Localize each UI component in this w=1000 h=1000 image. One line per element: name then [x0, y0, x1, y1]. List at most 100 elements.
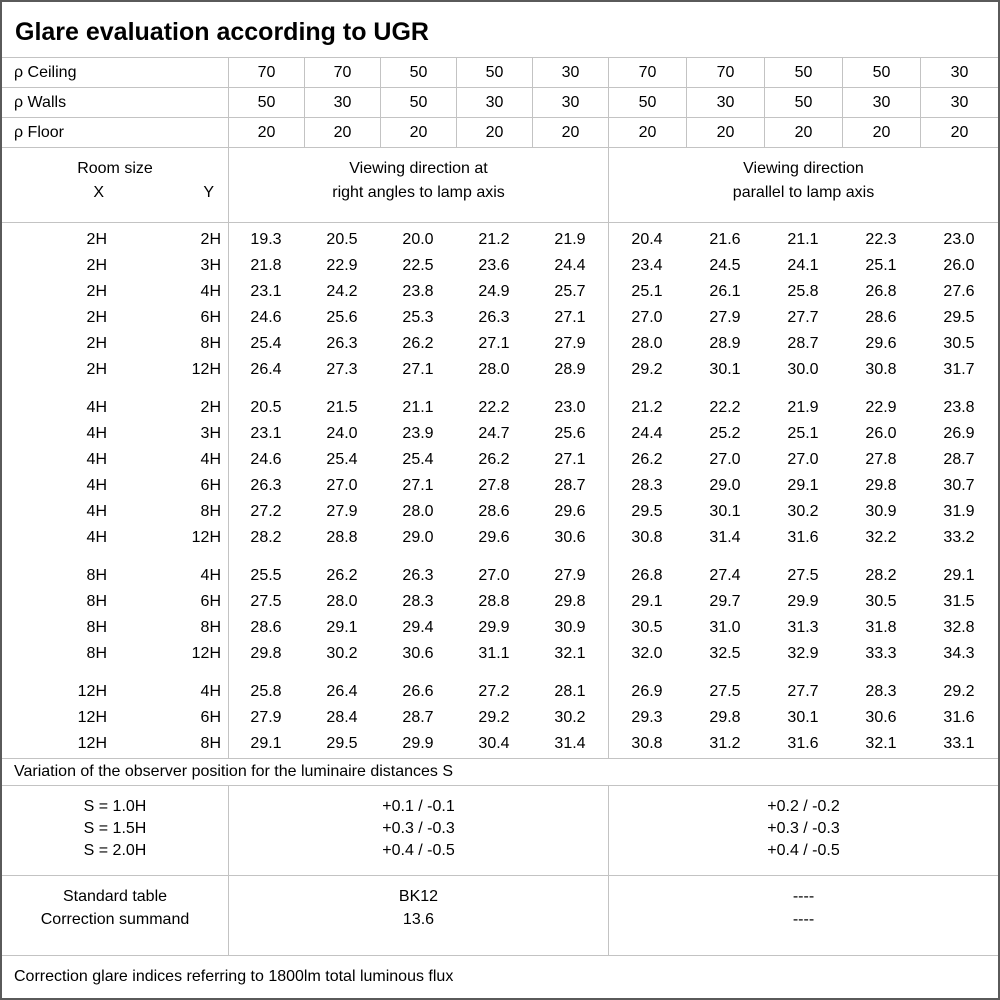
- reflectance-value: 50: [764, 88, 842, 117]
- ugr-value: 25.4: [402, 451, 434, 468]
- summary-label: Standard table: [62, 888, 168, 905]
- ugr-value: 27.0: [709, 451, 741, 468]
- ugr-value: 24.4: [631, 425, 663, 442]
- room-size-x: 4H: [86, 451, 107, 468]
- ugr-value: 23.1: [250, 283, 282, 300]
- ugr-value: 22.5: [402, 257, 434, 274]
- ugr-value: 25.3: [402, 309, 434, 326]
- ugr-value: 23.0: [554, 399, 586, 416]
- summary-parallel-values: ---- ----: [608, 876, 998, 955]
- ugr-value: 22.9: [326, 257, 358, 274]
- ugr-value: 26.3: [250, 477, 282, 494]
- ugr-value: 26.9: [943, 425, 975, 442]
- ugr-value: 21.5: [326, 399, 358, 416]
- room-size-y: 8H: [200, 735, 221, 752]
- spacing-correction-parallel-value: +0.3 / -0.3: [767, 820, 840, 837]
- ugr-value: 32.1: [554, 645, 586, 662]
- reflectance-value: 20: [764, 118, 842, 147]
- ugr-value: 25.1: [865, 257, 897, 274]
- ugr-value: 25.8: [787, 283, 819, 300]
- x-column-label: X: [93, 184, 104, 201]
- spacing-correction-right-angles-value: +0.1 / -0.1: [382, 798, 455, 815]
- ugr-value: 28.3: [865, 683, 897, 700]
- ugr-value: 23.8: [402, 283, 434, 300]
- ugr-value: 26.3: [326, 335, 358, 352]
- room-size-x: 12H: [77, 683, 107, 700]
- ugr-value: 27.8: [865, 451, 897, 468]
- ugr-value: 27.2: [478, 683, 510, 700]
- ugr-value: 27.0: [787, 451, 819, 468]
- ugr-value: 27.1: [402, 361, 434, 378]
- summary-parallel-value: ----: [792, 888, 815, 905]
- ugr-row: 2H 4H 23.1 24.2 23.8 24.9 25.7 25.1 26.1 25.8 26.8…: [2, 279, 998, 305]
- ugr-value: 27.4: [709, 567, 741, 584]
- ugr-value: 19.3: [250, 231, 282, 248]
- ugr-row: 2H 2H 19.3 20.5 20.0 21.2 21.9 20.4 21.6 21.1 22.3…: [2, 227, 998, 253]
- ugr-value: 27.9: [250, 709, 282, 726]
- room-size-y: 8H: [200, 335, 221, 352]
- reflectance-value: 30: [920, 88, 998, 117]
- ugr-value: 32.1: [865, 735, 897, 752]
- room-size-y: 12H: [191, 645, 221, 662]
- vertical-divider-left: [228, 223, 229, 758]
- ugr-value: 31.4: [554, 735, 586, 752]
- ugr-value: 26.6: [402, 683, 434, 700]
- room-size-y: 6H: [200, 309, 221, 326]
- ugr-value: 26.2: [402, 335, 434, 352]
- ugr-value: 20.4: [631, 231, 663, 248]
- ugr-value: 30.8: [631, 735, 663, 752]
- column-header-row: Room size X Y Viewing direction at right…: [2, 148, 998, 223]
- ugr-value: 23.6: [478, 257, 510, 274]
- ugr-value: 24.0: [326, 425, 358, 442]
- ugr-value: 33.3: [865, 645, 897, 662]
- ugr-value: 30.9: [554, 619, 586, 636]
- ugr-value: 28.4: [326, 709, 358, 726]
- ugr-value: 20.0: [402, 231, 434, 248]
- spacing-correction-parallel-value: +0.4 / -0.5: [767, 842, 840, 859]
- ugr-value: 26.4: [250, 361, 282, 378]
- reflectance-value: 20: [608, 118, 686, 147]
- ugr-value: 27.0: [326, 477, 358, 494]
- ugr-value: 27.6: [943, 283, 975, 300]
- ugr-value: 27.7: [787, 309, 819, 326]
- reflectance-row: ρ Ceiling 70 70 50 50 30 70 70 50 50 30: [2, 58, 998, 88]
- ugr-value: 25.4: [326, 451, 358, 468]
- ugr-value: 30.5: [943, 335, 975, 352]
- ugr-row: 4H 3H 23.1 24.0 23.9 24.7 25.6 24.4 25.2 25.1 26.0…: [2, 421, 998, 447]
- room-size-x: 8H: [86, 619, 107, 636]
- reflectance-value: 20: [304, 118, 380, 147]
- ugr-value: 28.0: [631, 335, 663, 352]
- spacing-correction-right-angles-values: +0.1 / -0.1 +0.3 / -0.3 +0.4 / -0.5: [228, 786, 608, 875]
- ugr-value: 29.3: [631, 709, 663, 726]
- reflectance-value: 30: [456, 88, 532, 117]
- ugr-value: 26.1: [709, 283, 741, 300]
- ugr-value: 30.9: [865, 503, 897, 520]
- ugr-value: 21.9: [787, 399, 819, 416]
- ugr-value: 30.2: [787, 503, 819, 520]
- ugr-value: 30.2: [554, 709, 586, 726]
- ugr-value: 31.4: [709, 529, 741, 546]
- room-size-y: 12H: [191, 529, 221, 546]
- ugr-value: 23.8: [943, 399, 975, 416]
- room-size-x: 2H: [86, 361, 107, 378]
- y-column-label: Y: [203, 184, 214, 201]
- ugr-value: 28.9: [709, 335, 741, 352]
- ugr-value: 27.0: [631, 309, 663, 326]
- ugr-value: 28.9: [554, 361, 586, 378]
- ugr-value: 22.2: [478, 399, 510, 416]
- ugr-value: 24.1: [787, 257, 819, 274]
- spacing-correction-labels: S = 1.0H S = 1.5H S = 2.0H: [2, 786, 228, 875]
- ugr-value: 26.3: [402, 567, 434, 584]
- ugr-value: 27.9: [326, 503, 358, 520]
- reflectance-value: 20: [686, 118, 764, 147]
- ugr-value: 31.3: [787, 619, 819, 636]
- parallel-header: Viewing direction parallel to lamp axis: [608, 148, 998, 222]
- spacing-correction-label: S = 1.0H: [83, 798, 147, 815]
- ugr-value: 30.0: [787, 361, 819, 378]
- reflectance-value: 30: [304, 88, 380, 117]
- ugr-value: 30.5: [631, 619, 663, 636]
- summary-section: Standard table Correction summand BK12 13.6…: [2, 876, 998, 956]
- room-size-x: 8H: [86, 593, 107, 610]
- ugr-value: 29.2: [631, 361, 663, 378]
- ugr-value: 32.9: [787, 645, 819, 662]
